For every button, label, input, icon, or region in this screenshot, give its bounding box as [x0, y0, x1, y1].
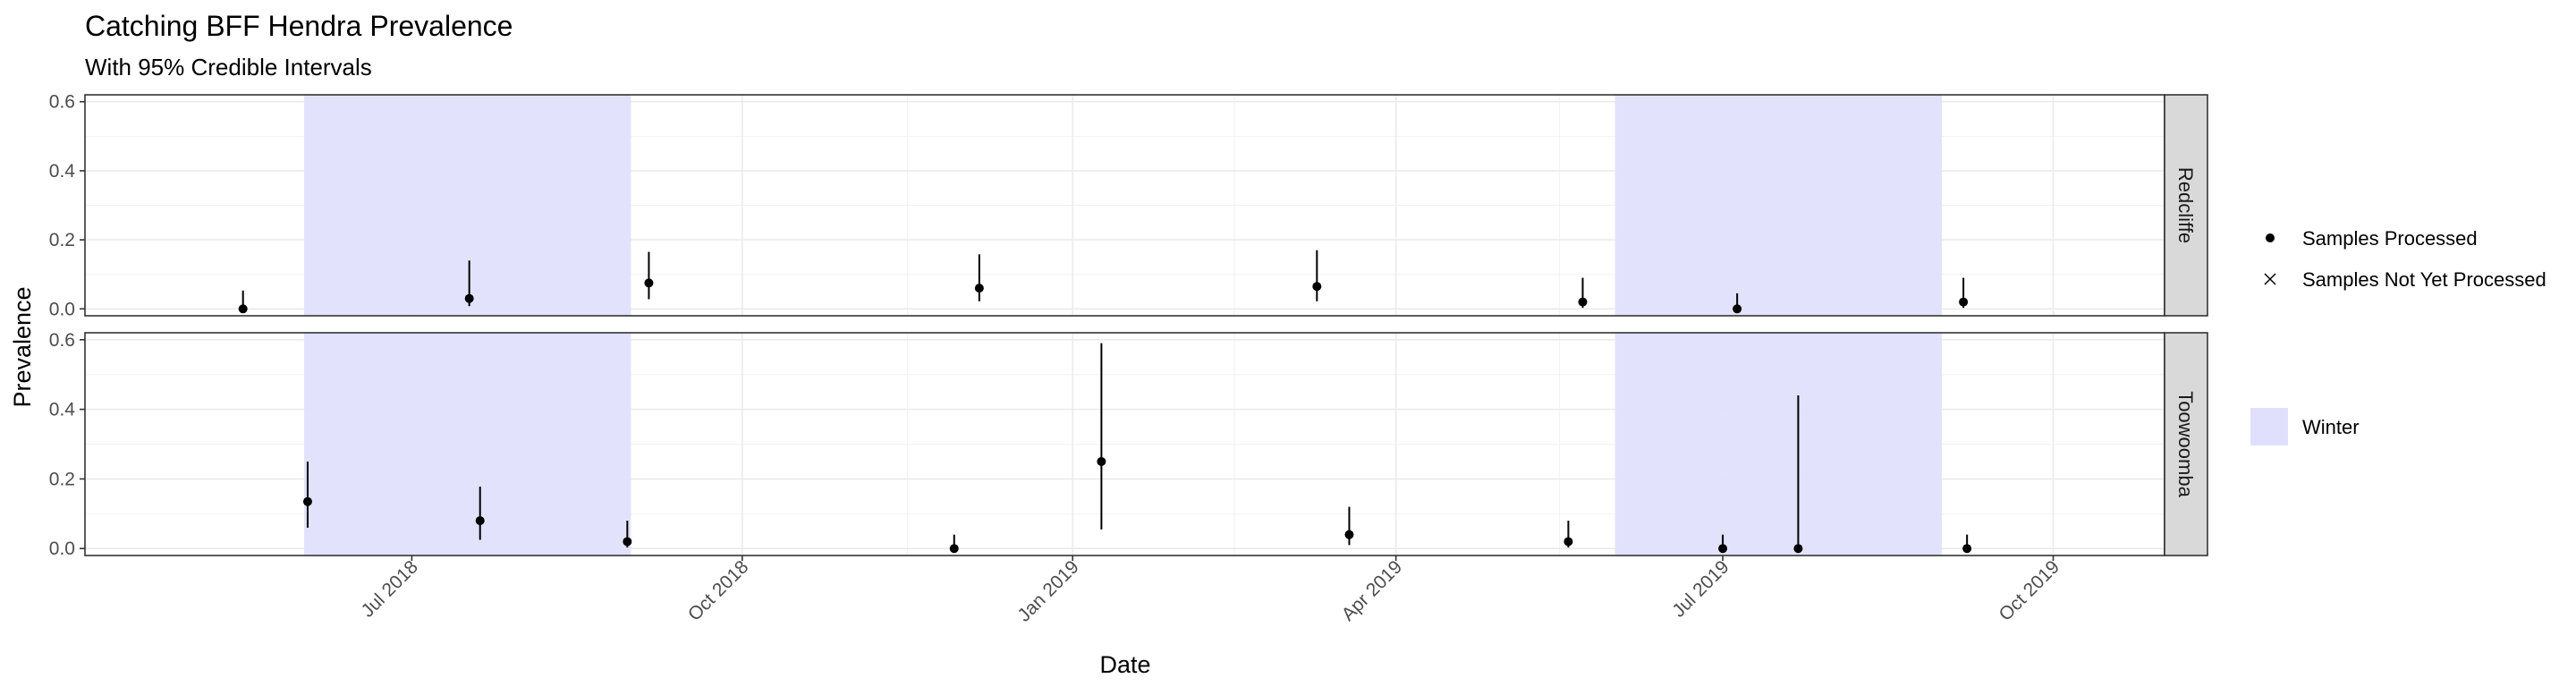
facet-panels: 0.0 0.2 0.4 0.6 Redcliffe 0.0 0.2 0.4 0.6 Toowoom…: [49, 92, 2208, 559]
chart-title: Catching BFF Hendra Prevalence: [85, 10, 513, 42]
legend-winter-key: [2250, 408, 2288, 445]
x-axis-title: Date: [1099, 651, 1150, 678]
data-point: [1959, 297, 1969, 307]
legend: Samples Processed Samples Not Yet Proces…: [2250, 227, 2546, 445]
y-axis-title: Prevalence: [9, 286, 36, 407]
facet-strip: [2164, 332, 2208, 556]
data-point: [1733, 304, 1742, 314]
x-tick-label: Apr 2019: [1338, 556, 1407, 625]
legend-processed-key: [2266, 233, 2275, 242]
y-tick-label: 0.2: [49, 469, 75, 489]
facet-strip-label: Toowoomba: [2174, 391, 2197, 497]
legend-not-processed-label: Samples Not Yet Processed: [2302, 268, 2546, 291]
data-point: [475, 516, 485, 526]
x-tick-label: Oct 2019: [1996, 556, 2064, 625]
data-point: [1344, 530, 1354, 539]
x-tick-label: Jan 2019: [1013, 556, 1082, 625]
data-point: [644, 278, 654, 288]
panel-toowoomba: 0.0 0.2 0.4 0.6 Toowoomba: [49, 330, 2208, 559]
winter-band: [1614, 333, 1943, 556]
legend-winter-label: Winter: [2302, 416, 2360, 438]
data-point: [623, 537, 632, 547]
y-tick-label: 0.6: [49, 92, 75, 113]
winter-band: [1614, 95, 1943, 316]
x-tick-label: Jul 2018: [358, 556, 422, 621]
x-tick-label: Jul 2019: [1668, 556, 1733, 621]
data-point: [949, 544, 959, 554]
chart-subtitle: With 95% Credible Intervals: [85, 54, 372, 81]
facet-strip: [2164, 94, 2208, 317]
x-tick-label: Oct 2018: [684, 556, 753, 625]
y-tick-label: 0.0: [49, 539, 75, 559]
data-point: [1793, 544, 1803, 554]
panel-redcliffe: 0.0 0.2 0.4 0.6 Redcliffe: [49, 92, 2208, 319]
data-point: [1578, 297, 1588, 307]
legend-processed-label: Samples Processed: [2302, 227, 2478, 250]
facet-strip-label: Redcliffe: [2174, 167, 2197, 243]
data-point: [302, 496, 312, 506]
winter-band: [303, 95, 631, 316]
y-tick-label: 0.4: [49, 161, 76, 182]
y-tick-label: 0.2: [49, 230, 75, 250]
x-axis: Jul 2018 Oct 2018 Jan 2019 Apr 2019 Jul 2019…: [358, 556, 2064, 626]
data-point: [974, 284, 984, 293]
data-point: [1962, 544, 1972, 554]
y-tick-label: 0.0: [49, 299, 75, 319]
data-point: [238, 304, 248, 314]
data-point: [464, 293, 474, 303]
y-tick-label: 0.4: [49, 400, 76, 420]
data-point: [1312, 282, 1322, 292]
winter-band: [303, 333, 631, 556]
legend-not-processed-key: [2264, 273, 2276, 285]
data-point: [1563, 537, 1573, 547]
data-point: [1097, 456, 1106, 466]
data-point: [1718, 544, 1728, 554]
y-tick-label: 0.6: [49, 330, 75, 351]
